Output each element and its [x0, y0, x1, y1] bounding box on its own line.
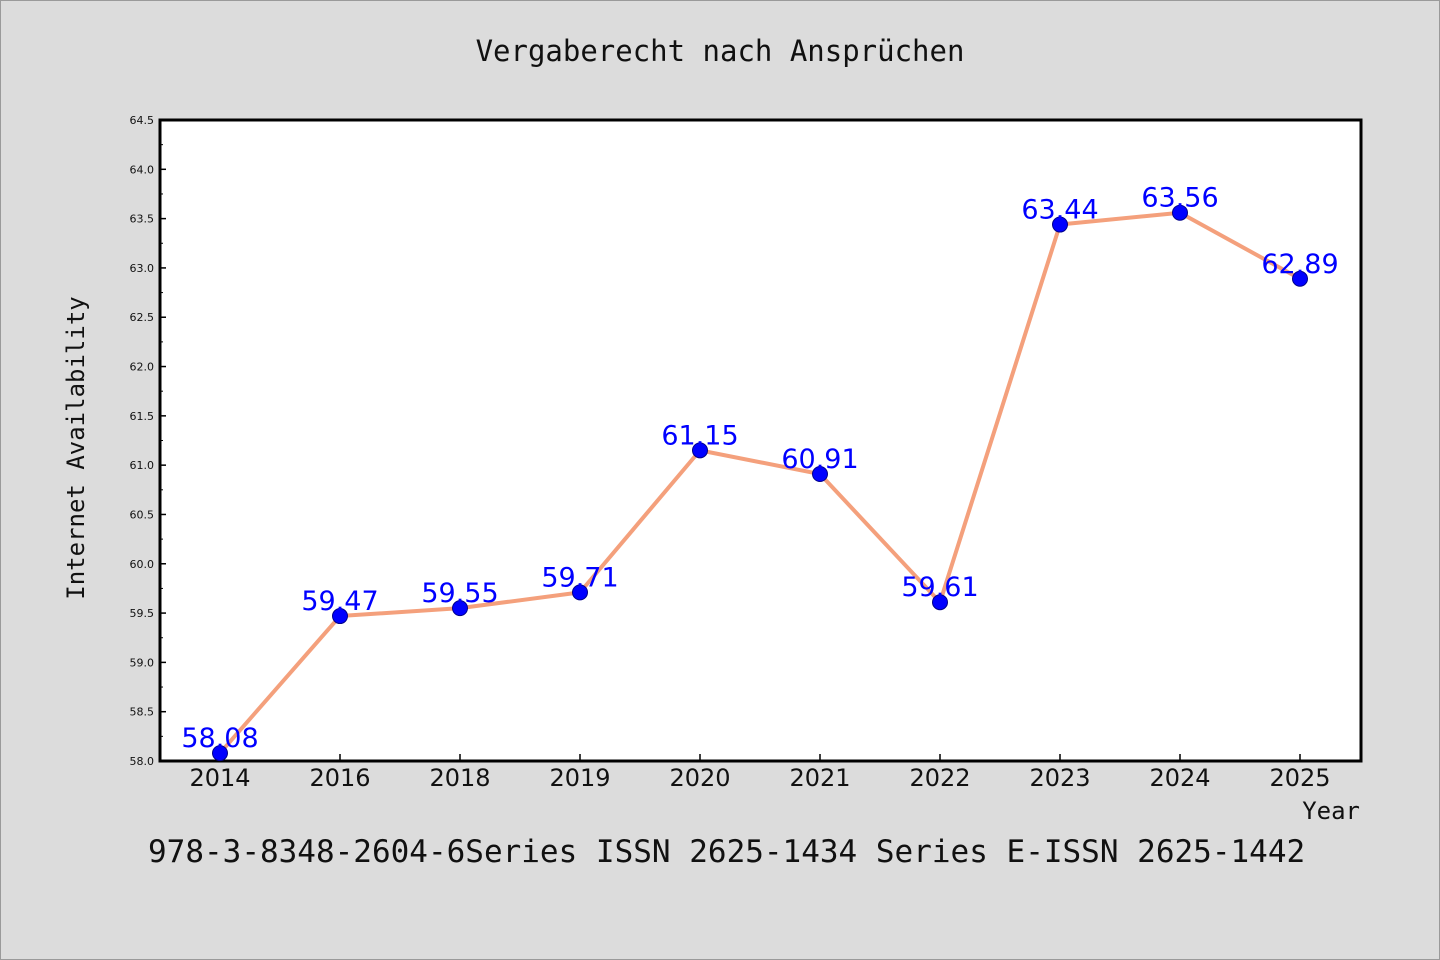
y-tick-label: 61.5: [130, 410, 155, 423]
data-point: [212, 745, 228, 762]
y-tick-label: 64.0: [130, 163, 155, 176]
x-tick-label: 2024: [1149, 764, 1210, 792]
y-tick-label: 58.5: [130, 706, 155, 719]
data-label: 59.55: [421, 578, 498, 609]
data-point: [692, 442, 708, 459]
x-tick-label: 2019: [549, 764, 610, 792]
data-label: 61.15: [661, 420, 738, 451]
x-tick-label: 2014: [189, 764, 250, 792]
data-label: 59.47: [301, 586, 378, 617]
y-axis: 58.0 58.5 59.0 59.5 60.0 60.5 61.0 61.5 62.0 62.5…: [130, 114, 166, 768]
x-tick-label: 2022: [909, 764, 970, 792]
x-tick-label: 2018: [429, 764, 490, 792]
data-label: 59.61: [901, 572, 978, 603]
data-label: 58.08: [181, 723, 258, 754]
y-tick-label: 60.0: [130, 558, 155, 571]
data-label: 63.56: [1141, 183, 1218, 214]
data-point: [572, 584, 588, 601]
data-point: [452, 600, 468, 617]
data-labels: 58.08 59.47 59.55 59.71 61.15 60.91 59.61 63.44…: [181, 183, 1338, 754]
x-tick-label: 2016: [309, 764, 370, 792]
data-label: 62.89: [1261, 249, 1338, 280]
data-point: [1052, 216, 1068, 233]
data-point: [1292, 270, 1308, 287]
x-axis-label: Year: [1302, 797, 1360, 825]
y-tick-label: 64.5: [130, 114, 155, 127]
y-tick-label: 62.5: [130, 311, 155, 324]
plot-area: [158, 118, 1363, 763]
y-tick-label: 63.0: [130, 262, 155, 275]
y-tick-label: 60.5: [130, 508, 155, 521]
y-tick-label: 62.0: [130, 361, 155, 374]
data-point: [332, 608, 348, 625]
x-axis: 2014 2016 2018 2019 2020 2021 2022 2023 2024 2025: [189, 754, 1331, 792]
footer-isbn-text: 978-3-8348-2604-6Series ISSN 2625-1434 S…: [148, 834, 1306, 870]
chart-title: Vergaberecht nach Ansprüchen: [475, 34, 965, 68]
data-point: [812, 466, 828, 483]
data-point: [1172, 204, 1188, 221]
y-tick-label: 63.5: [130, 213, 155, 226]
data-label: 59.71: [541, 562, 618, 593]
y-tick-label: 58.0: [130, 755, 155, 768]
y-tick-label: 61.0: [130, 459, 155, 472]
x-tick-label: 2020: [669, 764, 730, 792]
y-tick-label: 59.0: [130, 656, 155, 669]
x-tick-label: 2025: [1269, 764, 1330, 792]
data-label: 63.44: [1021, 195, 1098, 226]
data-points: [212, 204, 1308, 762]
x-tick-label: 2023: [1029, 764, 1090, 792]
data-point: [932, 594, 948, 611]
y-tick-label: 59.5: [130, 607, 155, 620]
series-line: [218, 210, 1301, 755]
data-label: 60.91: [781, 444, 858, 475]
x-tick-label: 2021: [789, 764, 850, 792]
